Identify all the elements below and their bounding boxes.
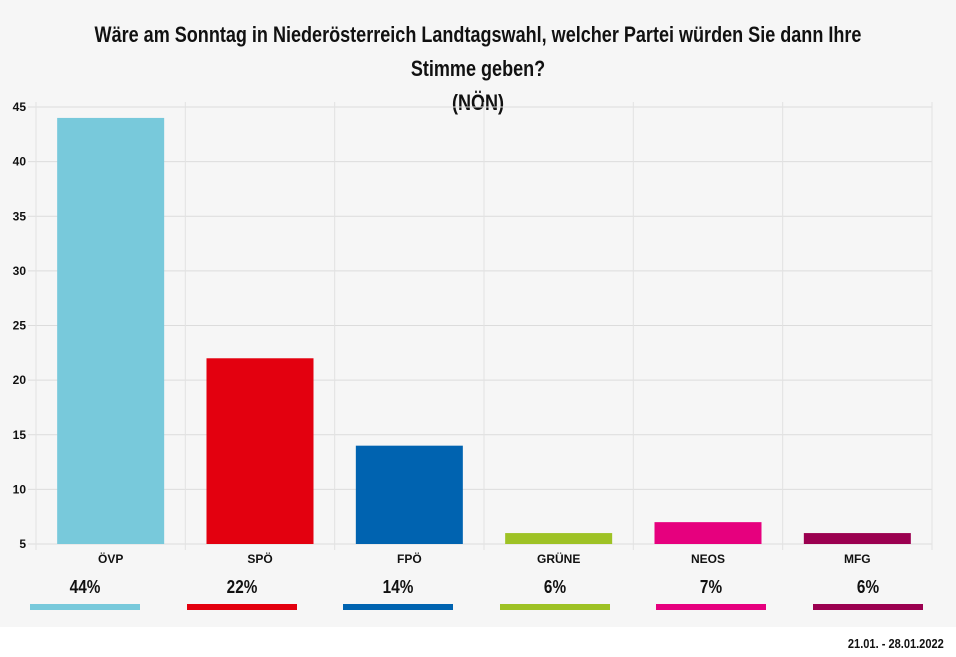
bar-spö <box>206 358 314 544</box>
legend-swatch <box>499 604 610 610</box>
x-tick-label: SPÖ <box>247 551 272 566</box>
bar-övp <box>57 117 165 545</box>
value-label: 22% <box>226 577 257 597</box>
y-tick-label: 35 <box>13 209 27 223</box>
chart-title: Wäre am Sonntag in Niederösterreich Land… <box>94 22 862 115</box>
bar-fpö <box>355 445 463 544</box>
legend-swatch <box>656 604 767 610</box>
y-tick-label: 45 <box>13 100 27 114</box>
x-tick-label: FPÖ <box>397 551 422 566</box>
x-tick-label: GRÜNE <box>537 551 580 566</box>
value-label: 6% <box>856 577 880 597</box>
value-label: 14% <box>382 577 414 597</box>
value-label: 6% <box>543 577 566 597</box>
x-tick-label: MFG <box>844 552 871 566</box>
value-label: 44% <box>69 577 101 597</box>
bar-grüne <box>505 533 613 544</box>
y-tick-label: 5 <box>19 537 26 551</box>
y-tick-label: 20 <box>13 373 27 387</box>
legend-swatch <box>813 604 923 610</box>
date-range: 21.01. - 28.01.2022 <box>848 636 944 651</box>
bar-neos <box>654 522 762 544</box>
bar-mfg <box>803 533 911 544</box>
legend-swatch <box>343 604 454 610</box>
y-tick-label: 40 <box>13 155 27 169</box>
x-tick-label: NEOS <box>691 552 725 566</box>
legend-swatch <box>30 604 140 610</box>
y-tick-label: 10 <box>13 482 27 496</box>
y-tick-label: 15 <box>13 428 27 442</box>
value-label: 7% <box>700 577 723 597</box>
y-tick-label: 25 <box>13 319 27 333</box>
legend-swatch <box>186 604 297 610</box>
x-tick-label: ÖVP <box>98 551 123 566</box>
y-tick-label: 30 <box>13 264 27 278</box>
bar-chart: 5 10 15 20 25 30 35 40 45 ÖVP SPÖ FPÖ GRÜNE NEOS MFG <box>13 100 933 566</box>
